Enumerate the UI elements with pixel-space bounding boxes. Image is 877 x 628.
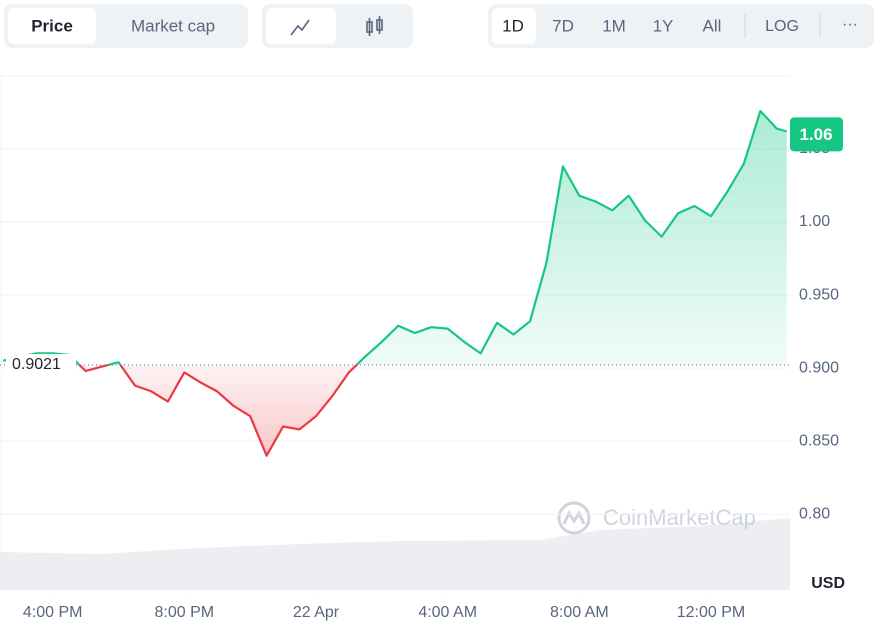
baseline-label: 0.9021 (12, 356, 61, 373)
metric-tab[interactable]: Price (31, 16, 73, 35)
watermark-text: CoinMarketCap (603, 505, 756, 530)
x-tick-label: 12:00 PM (677, 604, 745, 621)
price-area (3, 111, 787, 456)
volume-area (0, 518, 790, 590)
x-tick-label: 8:00 PM (155, 604, 215, 621)
y-tick-label: 1.00 (799, 213, 830, 230)
y-tick-label: 0.900 (799, 359, 839, 376)
y-tick-label: 0.850 (799, 432, 839, 449)
more-button[interactable]: ··· (842, 16, 858, 33)
active-tab (8, 8, 96, 44)
price-line (3, 109, 788, 457)
range-tab[interactable]: All (703, 16, 722, 35)
range-tab[interactable]: 1D (502, 16, 524, 35)
range-tab[interactable]: 7D (552, 16, 574, 35)
baseline-label-bg (6, 353, 76, 376)
watermark: CoinMarketCap (557, 501, 756, 535)
price-badge (790, 117, 843, 152)
x-tick-label: 22 Apr (293, 604, 340, 621)
y-tick-label: 0.80 (799, 505, 830, 522)
y-tick-label: 0.950 (799, 286, 839, 303)
range-switch (488, 4, 874, 48)
x-tick-label: 4:00 AM (418, 604, 477, 621)
active-tab (492, 8, 536, 44)
unit-label: USD (811, 575, 845, 592)
x-tick-label: 8:00 AM (550, 604, 609, 621)
range-tab[interactable]: 1M (602, 16, 626, 35)
active-tab (266, 8, 336, 44)
price-badge-label: 1.06 (799, 125, 832, 144)
log-button[interactable]: LOG (765, 18, 799, 35)
line-icon[interactable] (290, 19, 310, 36)
candle-icon[interactable] (366, 16, 383, 36)
range-tab[interactable]: 1Y (653, 16, 674, 35)
metric-tab[interactable]: Market cap (131, 16, 215, 35)
x-tick-label: 4:00 PM (23, 604, 83, 621)
